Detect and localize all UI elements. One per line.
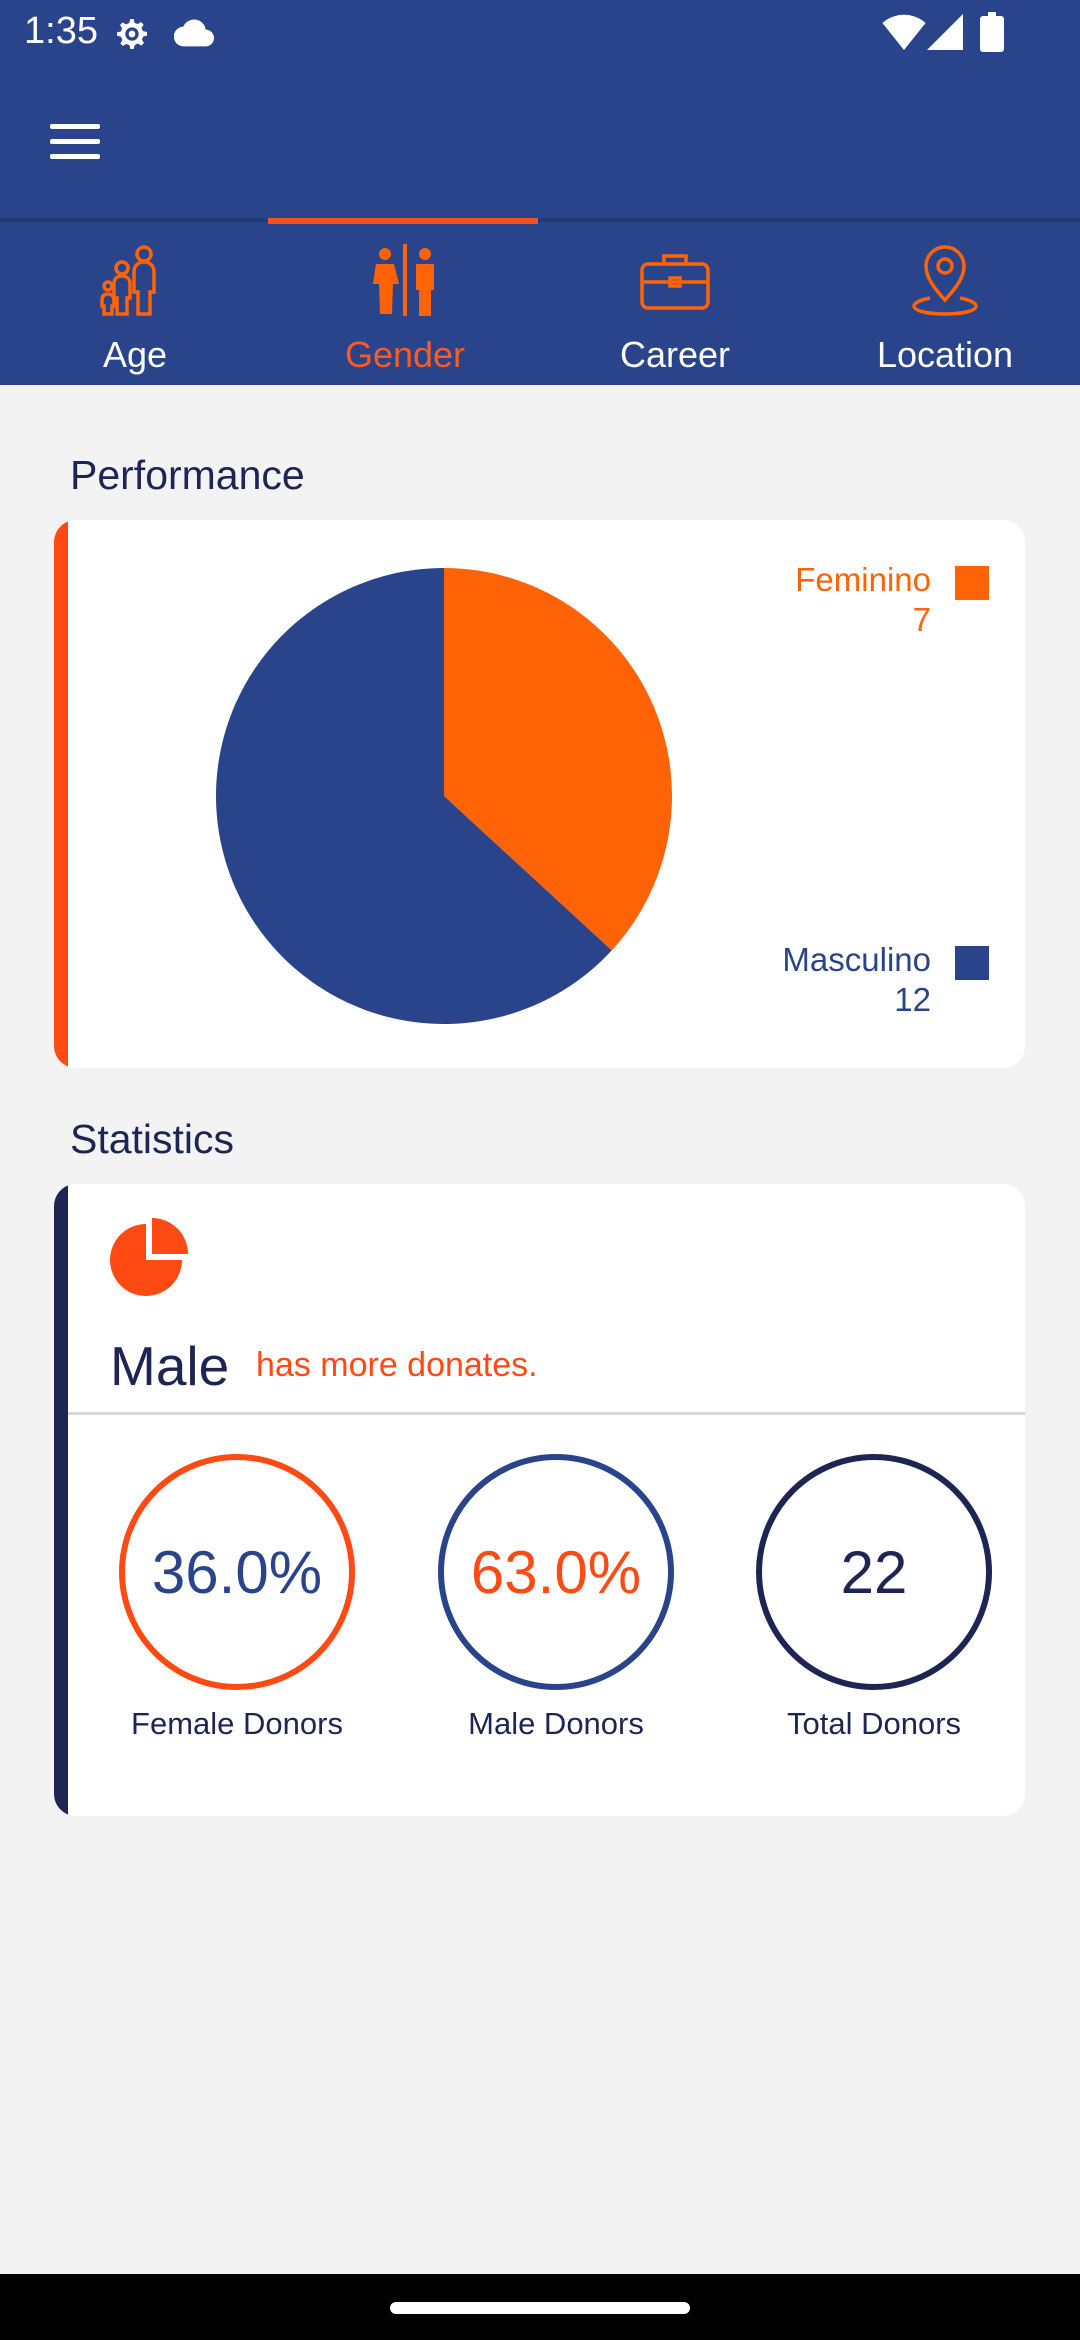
stat-female-ring: 36.0% <box>119 1454 355 1690</box>
legend-masculino: Masculino 12 <box>782 940 989 1020</box>
tab-age[interactable]: Age <box>0 222 270 389</box>
tab-location-label: Location <box>876 334 1014 375</box>
winner-description: has more donates. <box>256 1346 538 1384</box>
tab-career-label: Career <box>619 334 731 375</box>
system-navigation-bar <box>0 2274 1080 2340</box>
pie-slice-masculino <box>216 568 612 1024</box>
card-accent-bar <box>54 1184 68 1816</box>
statistics-card: Male has more donates. 36.0% Female Dono… <box>54 1184 1025 1816</box>
stat-male-donors: 63.0% Male Donors <box>436 1454 676 1742</box>
legend-masculino-value: 12 <box>894 981 931 1018</box>
gender-icon <box>373 244 434 316</box>
stat-male-ring: 63.0% <box>438 1454 674 1690</box>
legend-masculino-swatch <box>955 946 989 980</box>
card-accent-bar <box>54 520 68 1068</box>
stat-female-caption: Female Donors <box>131 1706 343 1741</box>
tab-career[interactable]: Career <box>540 222 810 389</box>
legend-masculino-name: Masculino <box>782 941 931 978</box>
legend-feminino: Feminino 7 <box>795 560 989 640</box>
tab-location[interactable]: Location <box>810 222 1080 389</box>
performance-title: Performance <box>70 452 305 498</box>
settings-gear-icon <box>117 19 147 49</box>
family-icon <box>100 245 156 316</box>
tab-age-label: Age <box>102 334 168 375</box>
home-gesture-handle[interactable] <box>390 2302 690 2314</box>
status-time: 1:35 <box>24 10 98 52</box>
gender-pie-chart <box>216 568 673 1024</box>
cloud-icon <box>174 19 214 47</box>
legend-feminino-swatch <box>955 566 989 600</box>
briefcase-icon <box>640 254 710 310</box>
category-tabbar: Age Gender Career Location <box>0 218 1080 385</box>
winner-gender: Male <box>110 1335 230 1397</box>
stat-total-caption: Total Donors <box>786 1706 962 1741</box>
menu-hamburger-icon[interactable] <box>46 118 108 164</box>
pie-slice-feminino <box>444 568 673 951</box>
tab-gender[interactable]: Gender <box>270 222 540 389</box>
statistics-title: Statistics <box>70 1116 235 1162</box>
status-bar: 1:35 <box>0 0 1080 66</box>
signal-icon <box>927 14 963 50</box>
location-pin-icon <box>912 245 978 316</box>
legend-feminino-value: 7 <box>912 601 931 638</box>
legend-feminino-name: Feminino <box>795 561 931 598</box>
performance-card: Feminino 7 Masculino 12 <box>54 520 1025 1068</box>
stat-female-donors: 36.0% Female Donors <box>117 1454 357 1742</box>
divider <box>68 1412 1025 1415</box>
active-tab-indicator <box>268 218 538 224</box>
battery-icon <box>980 12 1004 52</box>
stat-total-ring: 22 <box>756 1454 992 1690</box>
tab-gender-label: Gender <box>344 334 466 375</box>
stat-male-caption: Male Donors <box>468 1706 644 1741</box>
stat-total-donors: 22 Total Donors <box>754 1454 994 1742</box>
wifi-icon <box>882 14 926 50</box>
pie-chart-icon <box>110 1218 188 1296</box>
